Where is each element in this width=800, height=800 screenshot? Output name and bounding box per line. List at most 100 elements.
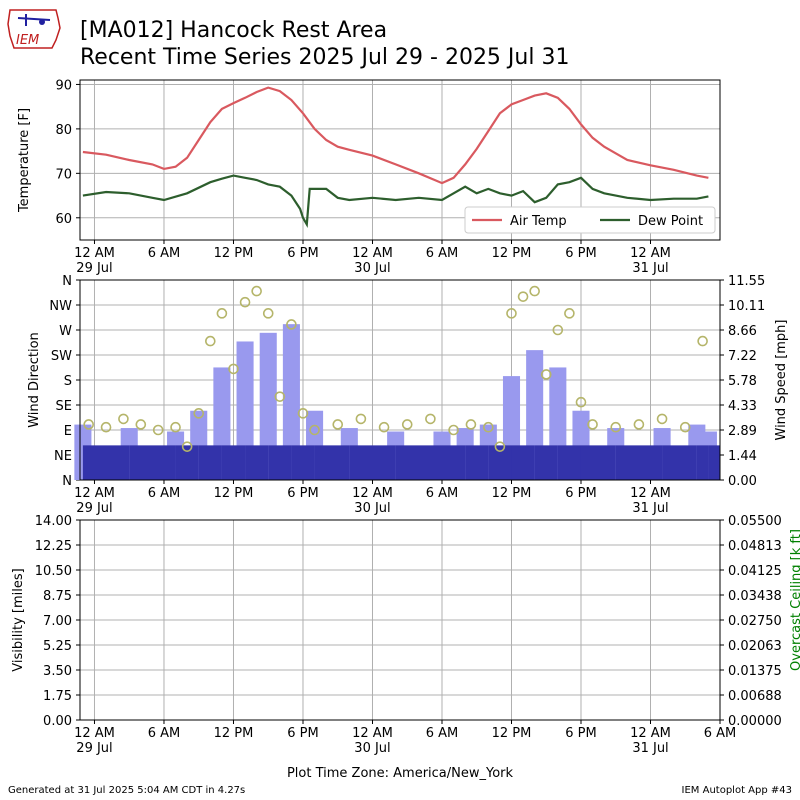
wind-direction-marker — [262, 308, 274, 319]
wind-x-tick-sublabel: 30 Jul — [354, 501, 390, 516]
temp-x-tick-sublabel: 29 Jul — [76, 261, 112, 276]
wind-dir-tick-label: SW — [51, 349, 72, 364]
temp-x-tick-label: 6 PM — [287, 246, 318, 261]
ceiling-axis-label: Overcast Ceiling [k ft] — [789, 529, 800, 671]
wind-speed-tick-label: 7.22 — [728, 349, 757, 364]
wind-dir-tick-label: S — [64, 374, 72, 389]
wind-direction-marker — [465, 419, 477, 430]
wind-direction-marker — [564, 308, 575, 319]
vis-x-tick-label: 12 PM — [492, 726, 532, 741]
wind-direction-marker — [216, 308, 228, 319]
air-temp-line — [82, 86, 709, 185]
wind-speed-bar — [198, 445, 222, 480]
wind-direction-marker — [656, 413, 668, 425]
ceiling-y-tick-label: 0.00688 — [728, 689, 782, 704]
temp-x-tick-sublabel: 31 Jul — [632, 261, 668, 276]
wind-x-tick-label: 12 AM — [74, 486, 115, 501]
wind-speed-tick-label: 11.55 — [728, 274, 765, 289]
vis-x-tick-label: 6 AM — [148, 726, 181, 741]
vis-y-tick-label: 7.00 — [43, 614, 72, 629]
wind-direction-marker — [575, 396, 587, 408]
wind-speed-bar — [662, 445, 697, 480]
wind-x-tick-label: 6 AM — [426, 486, 459, 501]
temp-y-axis-label: Temperature [F] — [17, 108, 32, 213]
wind-x-tick-label: 6 PM — [565, 486, 596, 501]
wind-speed-tick-label: 10.11 — [728, 299, 765, 314]
temp-x-tick-label: 12 AM — [630, 246, 671, 261]
wind-frame — [79, 279, 721, 481]
ceiling-y-tick-label: 0.00000 — [728, 714, 782, 729]
dew-point-line — [82, 174, 709, 229]
wind-speed-bar — [534, 445, 558, 480]
wind-x-tick-label: 6 PM — [287, 486, 318, 501]
wind-direction-marker — [494, 441, 506, 452]
wind-speed-bar — [82, 445, 130, 480]
chart-title-line2: Recent Time Series 2025 Jul 29 - 2025 Ju… — [80, 45, 570, 70]
wind-direction-marker — [228, 363, 239, 375]
wind-direction-axis-label: Wind Direction — [27, 332, 42, 428]
legend-air-temp-label: Air Temp — [510, 214, 567, 229]
vis-y-tick-label: 12.25 — [35, 539, 72, 554]
wind-direction-marker — [332, 419, 344, 430]
wind-direction-marker — [193, 408, 205, 419]
temp-x-tick-label: 12 AM — [74, 246, 115, 261]
wind-direction-marker — [425, 413, 436, 425]
wind-speed-tick-label: 8.66 — [728, 324, 757, 339]
wind-direction-marker — [517, 291, 529, 302]
wind-dir-tick-label: NE — [54, 449, 72, 464]
wind-gust-bar — [259, 332, 277, 480]
ceiling-y-tick-label: 0.03438 — [728, 589, 782, 604]
wind-direction-marker — [309, 424, 320, 436]
vis-x-tick-sublabel: 31 Jul — [632, 741, 668, 756]
wind-direction-marker — [118, 413, 129, 425]
wind-speed-bar — [395, 445, 442, 480]
temp-y-tick-label: 90 — [55, 78, 72, 93]
vis-x-tick-sublabel: 29 Jul — [76, 741, 112, 756]
temp-x-tick-label: 12 PM — [214, 246, 254, 261]
wind-direction-marker — [378, 421, 390, 433]
wind-direction-marker — [483, 421, 494, 433]
vis-x-tick-label: 6 AM — [704, 726, 737, 741]
ceiling-y-tick-label: 0.02750 — [728, 614, 782, 629]
wind-speed-tick-label: 2.89 — [728, 424, 757, 439]
wind-speed-tick-label: 0.00 — [728, 474, 757, 489]
temp-y-tick-label: 80 — [55, 123, 72, 138]
wind-direction-marker — [135, 419, 147, 430]
wind-x-tick-label: 6 AM — [148, 486, 181, 501]
wind-speed-tick-label: 4.33 — [728, 399, 757, 414]
wind-direction-marker — [251, 285, 262, 297]
temp-x-tick-label: 12 AM — [352, 246, 393, 261]
wind-speed-bar — [511, 445, 535, 480]
wind-direction-marker — [401, 419, 413, 430]
wind-speed-bar — [291, 445, 315, 480]
wind-dir-tick-label: N — [62, 474, 72, 489]
ceiling-y-tick-label: 0.01375 — [728, 664, 782, 679]
wind-speed-bar — [441, 445, 466, 480]
ceiling-y-tick-label: 0.04813 — [728, 539, 782, 554]
wind-dir-tick-label: SE — [56, 399, 72, 414]
logo-text: IEM — [16, 33, 39, 48]
vis-x-tick-label: 12 AM — [630, 726, 671, 741]
ceiling-y-tick-label: 0.02063 — [728, 639, 782, 654]
vis-x-tick-label: 6 PM — [565, 726, 596, 741]
wind-x-tick-sublabel: 29 Jul — [76, 501, 112, 516]
wind-direction-marker — [239, 296, 251, 308]
ceiling-y-tick-label: 0.05500 — [728, 514, 782, 529]
vis-x-tick-label: 12 PM — [214, 726, 254, 741]
wind-direction-marker — [181, 441, 193, 452]
wind-dir-tick-label: N — [62, 274, 72, 289]
wind-speed-bar — [580, 445, 616, 480]
vis-x-tick-sublabel: 30 Jul — [354, 741, 390, 756]
visibility-axis-label: Visibility [miles] — [11, 568, 26, 671]
wind-x-tick-sublabel: 31 Jul — [632, 501, 668, 516]
temp-frame — [79, 79, 721, 241]
wind-speed-bar — [708, 445, 720, 480]
wind-direction-marker — [587, 419, 598, 430]
wind-speed-bar — [488, 445, 512, 480]
wind-x-tick-label: 12 PM — [214, 486, 254, 501]
temp-x-tick-sublabel: 30 Jul — [354, 261, 390, 276]
wind-direction-marker — [448, 424, 459, 436]
wind-x-tick-label: 12 AM — [630, 486, 671, 501]
wind-speed-bar — [615, 445, 663, 480]
